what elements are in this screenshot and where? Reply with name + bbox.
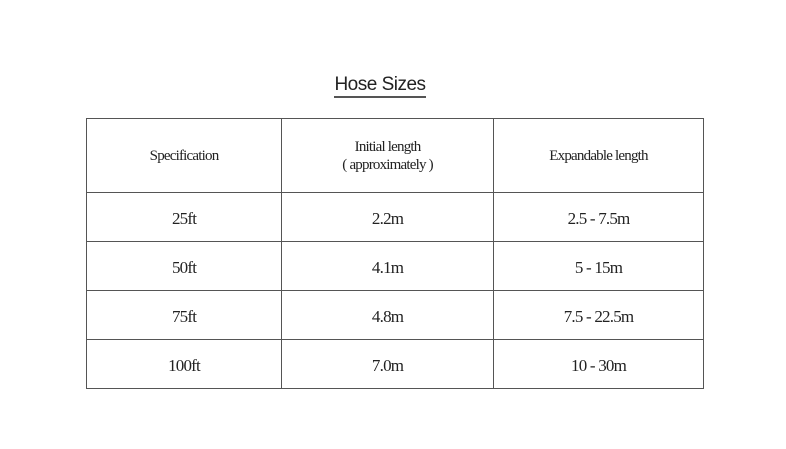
cell-specification: 75ft	[85, 290, 283, 340]
table-row: 25ft 2.2m 2.5 - 7.5m	[85, 192, 704, 242]
cell-expandable-length: 7.5 - 22.5m	[493, 290, 704, 340]
cell-expandable-length: 10 - 30m	[493, 339, 704, 389]
header-initial-length-label: Initial length	[354, 138, 422, 155]
cell-specification: 100ft	[85, 339, 283, 389]
table-row: 100ft 7.0m 10 - 30m	[85, 339, 704, 389]
header-initial-length-note: ( approximately )	[342, 156, 433, 173]
cell-initial-length: 4.8m	[281, 290, 495, 340]
header-expandable-length: Expandable length	[493, 118, 704, 193]
header-initial-length: Initial length( approximately )	[281, 118, 495, 193]
header-row: Specification Initial length( approximat…	[85, 118, 704, 193]
cell-expandable-length: 5 - 15m	[493, 241, 704, 291]
cell-initial-length: 4.1m	[281, 241, 495, 291]
cell-specification: 50ft	[85, 241, 283, 291]
title-text: Hose Sizes	[334, 74, 426, 98]
page-title: Hose Sizes	[0, 74, 760, 98]
cell-specification: 25ft	[85, 192, 283, 242]
cell-expandable-length: 2.5 - 7.5m	[493, 192, 704, 242]
cell-initial-length: 7.0m	[281, 339, 495, 389]
cell-initial-length: 2.2m	[281, 192, 495, 242]
table-row: 50ft 4.1m 5 - 15m	[85, 241, 704, 291]
header-specification: Specification	[85, 118, 283, 193]
hose-sizes-table: Specification Initial length( approximat…	[85, 118, 704, 389]
table-row: 75ft 4.8m 7.5 - 22.5m	[85, 290, 704, 340]
